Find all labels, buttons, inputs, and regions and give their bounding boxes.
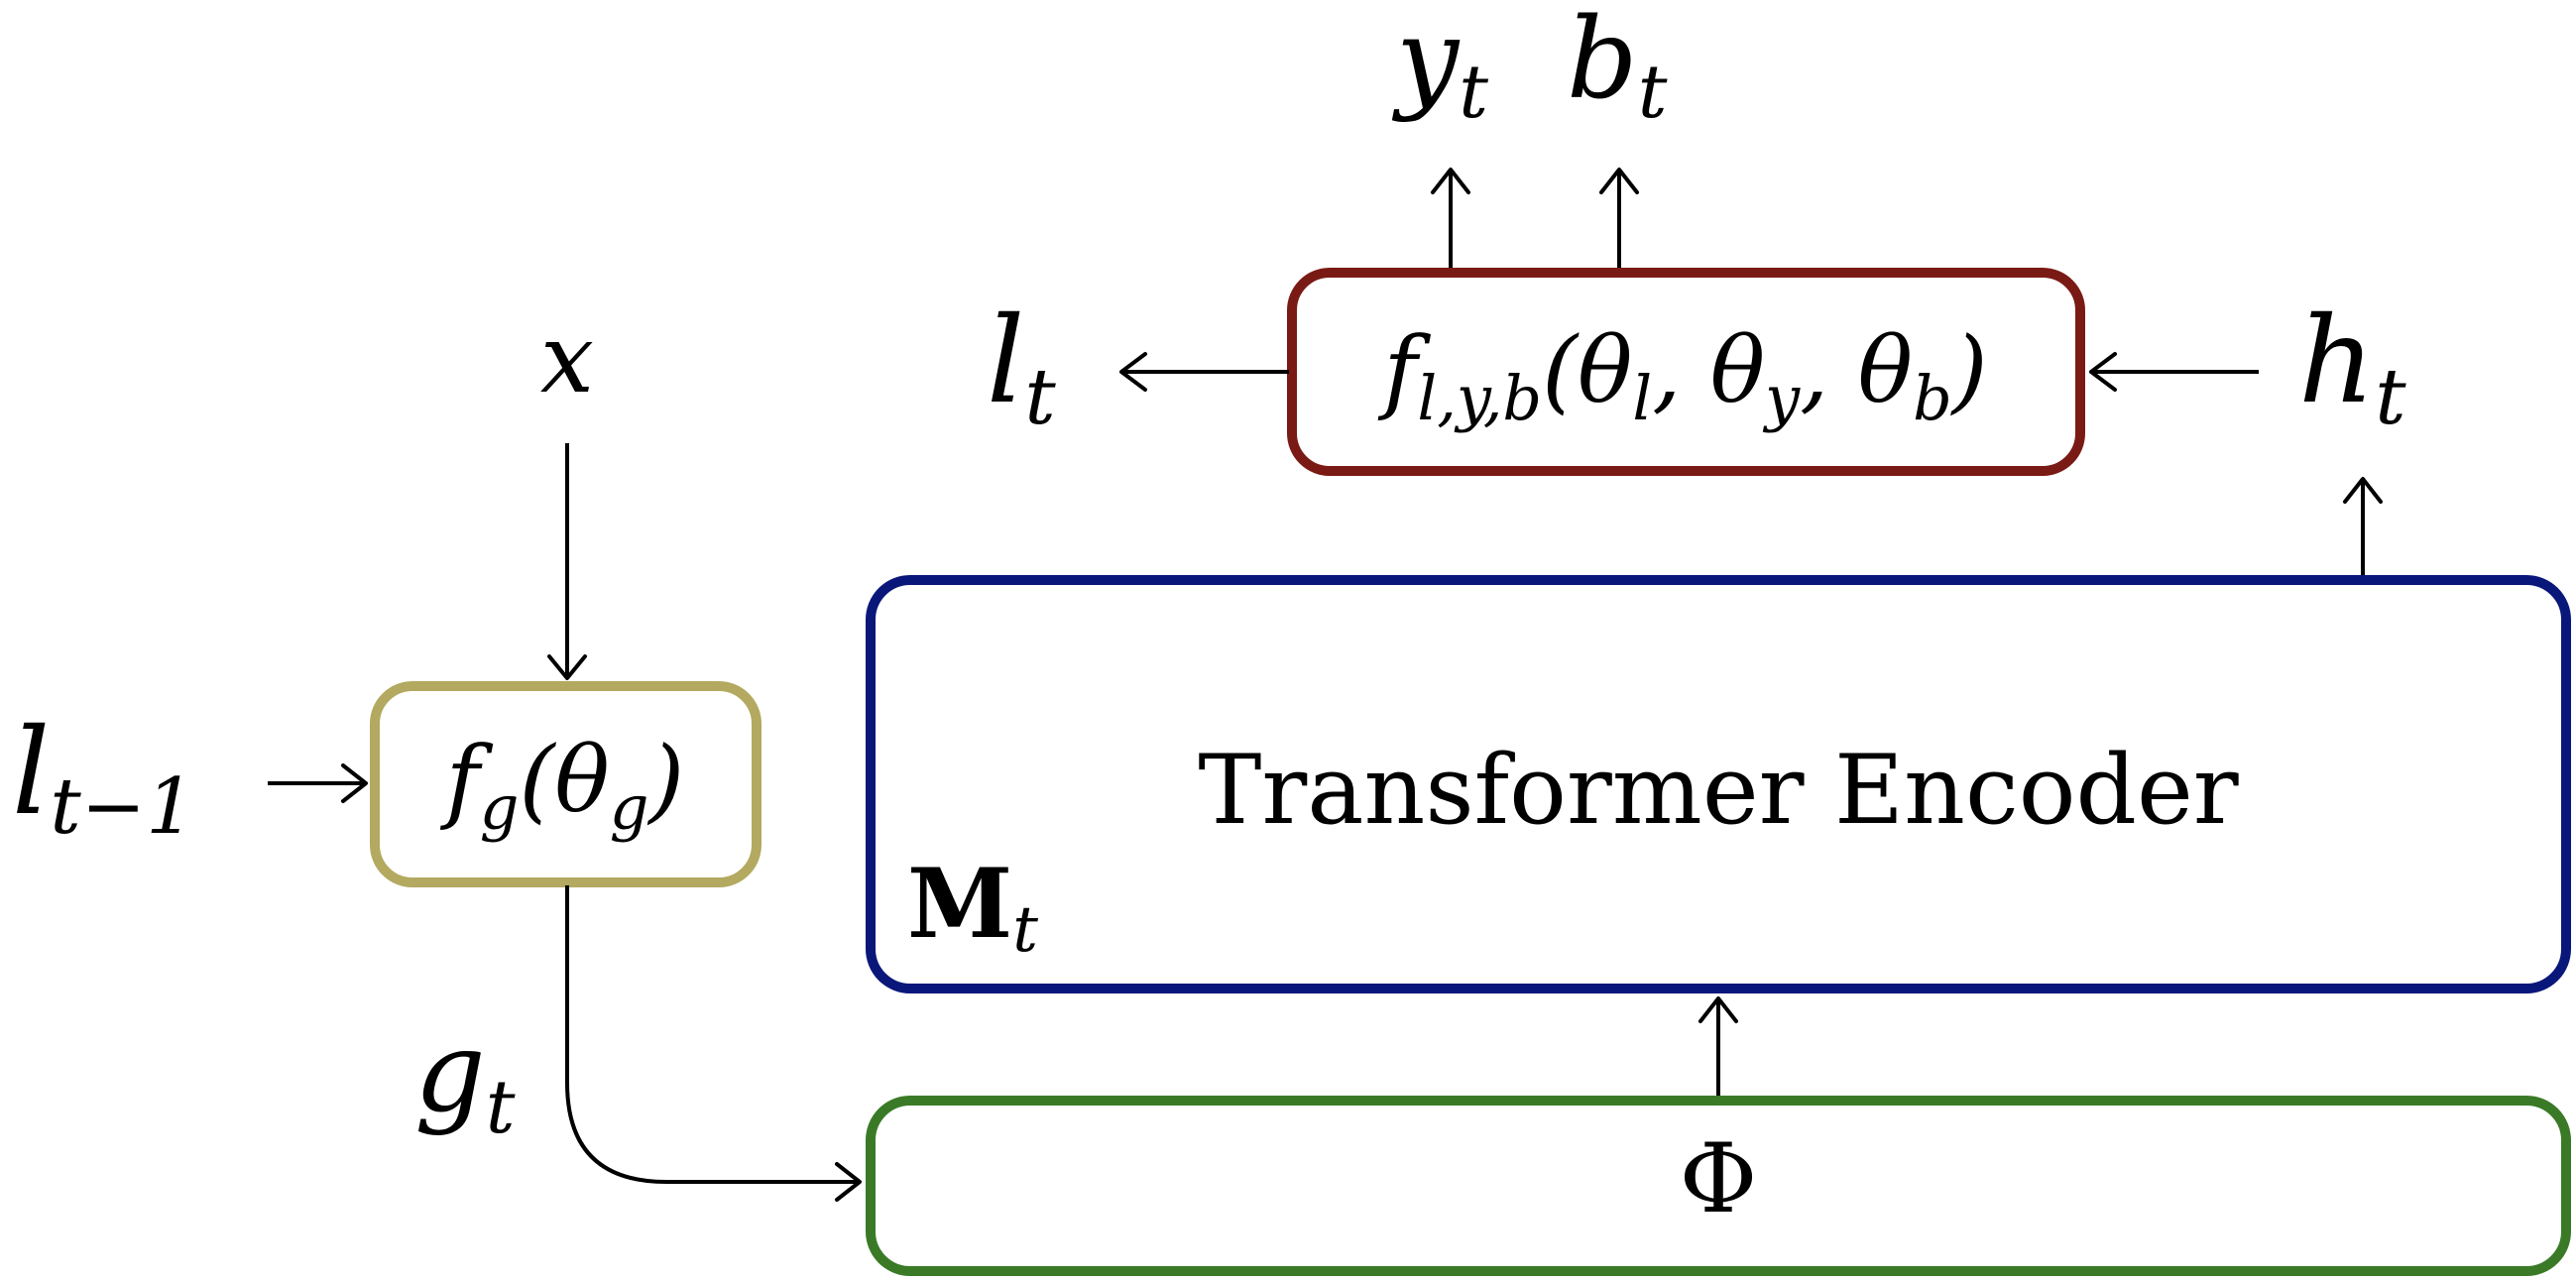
label-m-t: Mt bbox=[907, 848, 1038, 967]
edge-ht-to-flyb bbox=[2089, 352, 2259, 392]
transformer-encoder-box bbox=[866, 575, 2571, 993]
edge-fg-to-phi bbox=[565, 885, 862, 1202]
edge-flyb-to-yt bbox=[1431, 168, 1470, 268]
edge-transformer-to-ht bbox=[2343, 477, 2383, 575]
label-x: x bbox=[540, 303, 594, 414]
edge-phi-to-transformer bbox=[1698, 996, 1738, 1096]
edge-flyb-to-bt bbox=[1599, 168, 1639, 268]
label-f-g: fg(θg) bbox=[440, 727, 685, 844]
label-h-t: ht bbox=[2298, 292, 2406, 442]
edge-lprev-to-fg bbox=[268, 763, 368, 803]
label-g-t: gt bbox=[414, 1008, 516, 1150]
label-l-prev: lt−1 bbox=[12, 704, 195, 852]
edge-x-to-fg bbox=[547, 443, 587, 680]
f-g-box bbox=[370, 681, 761, 887]
label-b-t: bt bbox=[1567, 0, 1668, 135]
label-l-t: lt bbox=[987, 292, 1056, 442]
label-phi: Φ bbox=[1680, 1123, 1758, 1234]
label-transformer-encoder: Transformer Encoder bbox=[1198, 735, 2238, 846]
edge-flyb-to-lt bbox=[1119, 352, 1289, 392]
phi-box bbox=[866, 1096, 2571, 1276]
label-f-lyb: fl,y,b(θl, θy, θb) bbox=[1377, 317, 1987, 434]
label-y-t: yt bbox=[1391, 0, 1488, 135]
f-lyb-box bbox=[1287, 268, 2085, 476]
